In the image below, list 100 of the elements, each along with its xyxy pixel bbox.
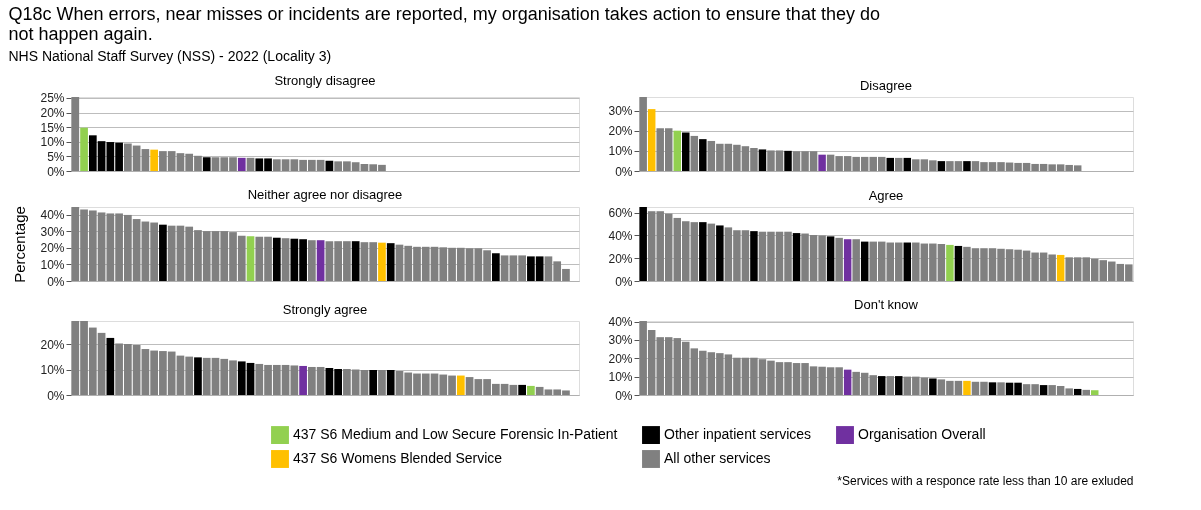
y-tick-label: 40% xyxy=(608,228,633,243)
y-tick-label: 20% xyxy=(608,251,633,266)
y-tick-label: 10% xyxy=(40,257,65,272)
bar xyxy=(792,233,801,281)
y-tick-label: 20% xyxy=(40,337,65,352)
bar xyxy=(835,237,843,281)
chart-title: Strongly disagree xyxy=(274,72,376,88)
chart-title: Don't know xyxy=(854,296,919,312)
bar xyxy=(699,222,707,281)
bar xyxy=(1073,388,1082,395)
bar xyxy=(988,382,997,395)
bar xyxy=(246,236,255,281)
bar xyxy=(673,130,681,171)
legend-label: Other inpatient services xyxy=(664,426,812,443)
bar xyxy=(369,370,378,395)
bar xyxy=(299,365,307,395)
bar xyxy=(1082,389,1090,395)
bar xyxy=(316,240,325,281)
y-tick-label: 0% xyxy=(615,164,633,179)
y-tick-label: 20% xyxy=(40,106,65,120)
bar xyxy=(272,237,281,281)
bar xyxy=(378,370,386,395)
text: Q18c When errors, near misses or incidents are reported, my organisation takes action to ensure that they do not happen again. xyxy=(8,4,880,45)
bar xyxy=(150,149,158,171)
bar xyxy=(141,149,150,171)
text: *Services with a responce rate less than 10 are exluded xyxy=(837,474,1134,488)
bar xyxy=(509,384,518,395)
bar xyxy=(690,135,699,171)
y-tick-label: 20% xyxy=(40,241,65,256)
bar xyxy=(852,239,860,281)
y-tick-label: 5% xyxy=(47,149,65,164)
y-tick-label: 10% xyxy=(40,363,65,378)
bar xyxy=(843,239,852,281)
y-tick-label: 25% xyxy=(40,91,65,106)
bar xyxy=(843,369,852,395)
bar xyxy=(784,150,792,171)
y-tick-label: 30% xyxy=(40,224,65,239)
chart-title: Disagree xyxy=(859,78,913,93)
bar xyxy=(500,255,509,281)
bar xyxy=(639,207,647,281)
bar xyxy=(860,241,869,281)
bar xyxy=(818,154,826,171)
bar xyxy=(826,236,835,281)
bar xyxy=(80,127,88,171)
chart-title: Strongly agree xyxy=(282,302,368,317)
bar xyxy=(895,376,903,395)
bar xyxy=(647,109,656,171)
y-tick-label: 10% xyxy=(608,370,633,385)
bar xyxy=(963,161,971,171)
bar xyxy=(639,97,647,171)
bar xyxy=(997,382,1005,395)
y-tick-label: 10% xyxy=(608,144,633,159)
bar xyxy=(351,241,360,281)
y-tick-label: 0% xyxy=(615,388,633,403)
legend-label: 437 S6 Medium and Low Secure Forensic In-Patient xyxy=(293,426,618,443)
legend-label: Organisation Overall xyxy=(858,426,986,443)
bar xyxy=(378,242,386,281)
y-tick-label: 10% xyxy=(40,135,65,150)
y-tick-label: 30% xyxy=(608,333,633,348)
chart-title: Agree xyxy=(868,187,904,203)
bar xyxy=(308,240,316,281)
bar xyxy=(895,157,903,171)
bar xyxy=(699,139,707,171)
bar xyxy=(750,231,758,281)
y-axis-title: Percentage xyxy=(10,206,28,283)
chart-title: Neither agree nor disagree xyxy=(247,186,403,202)
bar xyxy=(518,384,526,395)
y-tick-label: 15% xyxy=(40,120,65,135)
bar xyxy=(903,242,912,281)
y-tick-label: 60% xyxy=(608,206,633,221)
bar xyxy=(886,376,895,395)
bar xyxy=(963,380,971,395)
bar xyxy=(237,157,246,171)
y-tick-label: 0% xyxy=(47,388,65,403)
bar xyxy=(202,157,211,171)
bar xyxy=(707,223,716,281)
bar xyxy=(281,238,290,281)
bar xyxy=(877,376,886,395)
bar xyxy=(886,157,895,171)
y-tick-label: 0% xyxy=(47,164,65,179)
y-tick-label: 20% xyxy=(608,351,633,366)
bar xyxy=(716,225,724,281)
legend-label: 437 S6 Womens Blended Service xyxy=(293,450,503,466)
bar xyxy=(71,97,80,171)
y-tick-label: 40% xyxy=(608,315,633,330)
y-tick-label: 30% xyxy=(608,104,633,119)
bar xyxy=(159,224,167,281)
bar xyxy=(1091,390,1099,395)
bar xyxy=(946,244,954,281)
bar xyxy=(386,243,395,281)
y-tick-label: 20% xyxy=(608,124,633,139)
bar xyxy=(106,337,115,395)
bar xyxy=(954,245,963,281)
bar xyxy=(929,378,937,395)
y-tick-label: 0% xyxy=(47,274,65,289)
bar xyxy=(937,161,946,171)
bar xyxy=(527,385,535,395)
bar xyxy=(682,132,690,171)
bar xyxy=(246,157,255,171)
bar xyxy=(903,157,912,171)
